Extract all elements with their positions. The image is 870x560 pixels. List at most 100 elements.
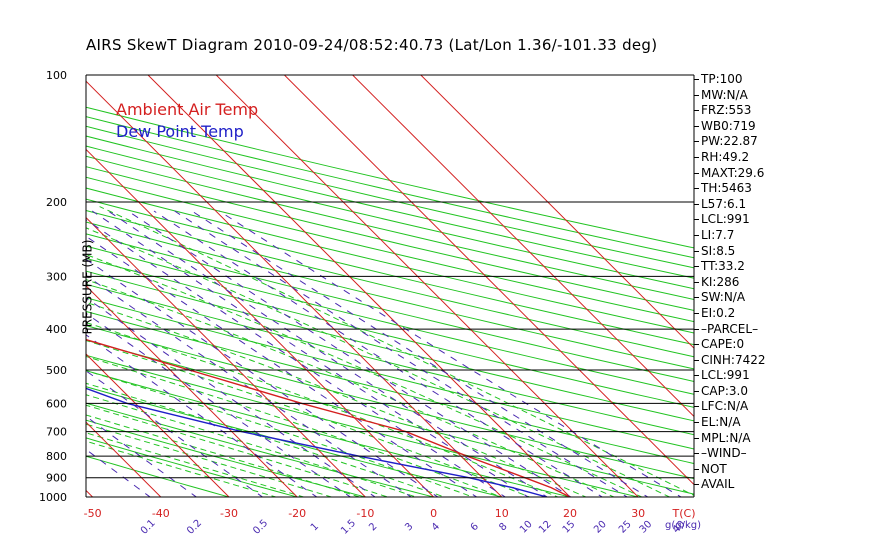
pressure-tick-label: 1000 [39,491,67,504]
dry-adiabat-line [86,419,368,497]
stability-index-item: CAPE:0 [694,337,766,353]
isotherm-line [86,285,298,497]
dry-adiabat-line [86,187,694,334]
stability-index-text: MPL:N/A [701,430,751,445]
stability-index-text: RH:49.2 [701,149,750,164]
mixing-ratio-tick-label: 12 [537,519,554,536]
mixing-ratio-tick-label: 1 [309,521,321,533]
mixing-ratio-axis-label: g(g/kg) [665,520,701,531]
stability-index-text: LI:7.7 [701,227,735,242]
isotherm-line [86,216,367,497]
index-tick-mark [694,219,699,221]
plot-area [86,75,694,497]
stability-index-item: NOT [694,462,766,478]
mixing-ratio-line [86,258,439,497]
moist-adiabat-line [86,382,446,497]
x-axis-label: T(C) [672,507,696,520]
moist-adiabat-line [86,432,306,497]
stability-index-item: EI:0.2 [694,306,766,322]
dry-adiabat-line [86,370,573,497]
mixing-ratio-line [91,210,530,497]
index-tick-mark [694,312,699,314]
isotherm-line [86,80,503,497]
stability-index-item: PW:22.87 [694,134,766,150]
mixing-ratio-tick-label: 0.2 [185,518,204,537]
moist-adiabat-line [86,355,503,497]
stability-index-item: WB0:719 [694,119,766,135]
stability-index-item: KI:286 [694,275,766,291]
dry-adiabat-line [86,233,694,382]
dry-adiabat-line [86,297,694,450]
moist-adiabat-line [86,322,560,497]
stability-index-text: CINH:7422 [701,352,766,367]
dry-adiabat-line [86,116,694,259]
mixing-ratio-line [191,210,649,497]
index-tick-mark [694,406,699,408]
index-tick-mark [694,390,699,392]
pressure-tick-label: 700 [46,426,67,439]
index-tick-mark [694,344,699,346]
index-tick-mark [694,141,699,143]
bottom-temp-tick-label: -10 [356,507,374,520]
stability-index-item: MW:N/A [694,88,766,104]
stability-index-text: –WIND– [701,446,747,461]
stability-index-text: TT:33.2 [701,259,745,274]
isotherm-line [86,353,230,497]
stability-index-item: L57:6.1 [694,197,766,213]
legend-dew-point-temp: Dew Point Temp [116,122,244,141]
bottom-temp-tick-label: -50 [84,507,102,520]
mixing-ratio-line [86,334,318,497]
y-axis-label: PRESSURE (MB) [80,239,95,335]
bottom-temp-tick-label: 20 [563,507,577,520]
dry-adiabat-line [86,145,694,290]
pressure-tick-label: 100 [46,69,67,82]
index-tick-mark [694,125,699,127]
pressure-tick-label: 600 [46,397,67,410]
isotherm-line [283,75,694,486]
mixing-ratio-lines [86,210,682,497]
index-tick-mark [694,234,699,236]
stability-index-text: AVAIL [701,477,735,492]
stability-index-item: LI:7.7 [694,228,766,244]
mixing-ratio-line [218,210,682,497]
stability-index-text: NOT [701,461,727,476]
stability-index-text: SW:N/A [701,290,746,305]
series-dew-point-temp [86,387,547,497]
dry-adiabat-line [86,209,694,358]
stability-index-item: CINH:7422 [694,353,766,369]
index-tick-mark [694,437,699,439]
moist-adiabat-line [86,254,643,497]
stability-index-text: FRZ:553 [701,103,752,118]
index-tick-mark [694,359,699,361]
dry-adiabat-line [86,283,694,436]
mixing-ratio-line [86,448,151,497]
pressure-grid: 100 200 300 400 500 600 700 800 900 1000 [39,69,694,504]
pressure-tick-label: 500 [46,364,67,377]
pressure-tick-label: 300 [46,270,67,283]
dry-adiabat-line [86,437,300,497]
moist-adiabat-line [99,206,694,496]
stability-index-text: KI:286 [701,274,740,289]
index-tick-mark [694,110,699,112]
mixing-ratio-tick-label: 4 [430,521,442,533]
mixing-ratio-tick-label: 15 [561,519,578,536]
mixing-ratio-line [86,235,478,497]
bottom-temp-tick-label: 10 [495,507,509,520]
bottom-temp-tick-label: -30 [220,507,238,520]
stability-index-text: TP:100 [701,72,743,86]
stability-index-item: CAP:3.0 [694,384,766,400]
stability-index-item: –WIND– [694,446,766,462]
index-tick-mark [694,156,699,158]
stability-index-text: –PARCEL– [701,321,759,336]
pressure-tick-label: 200 [46,196,67,209]
index-tick-mark [694,188,699,190]
stability-index-item: TP:100 [694,72,766,88]
dry-adiabat-line [86,402,436,497]
pressure-tick-label: 400 [46,323,67,336]
stability-index-text: CAPE:0 [701,337,745,352]
stability-index-text: MAXT:29.6 [701,165,765,180]
mixing-ratio-line [86,274,413,497]
dry-adiabat-line [86,354,641,497]
stability-index-item: –PARCEL– [694,322,766,338]
